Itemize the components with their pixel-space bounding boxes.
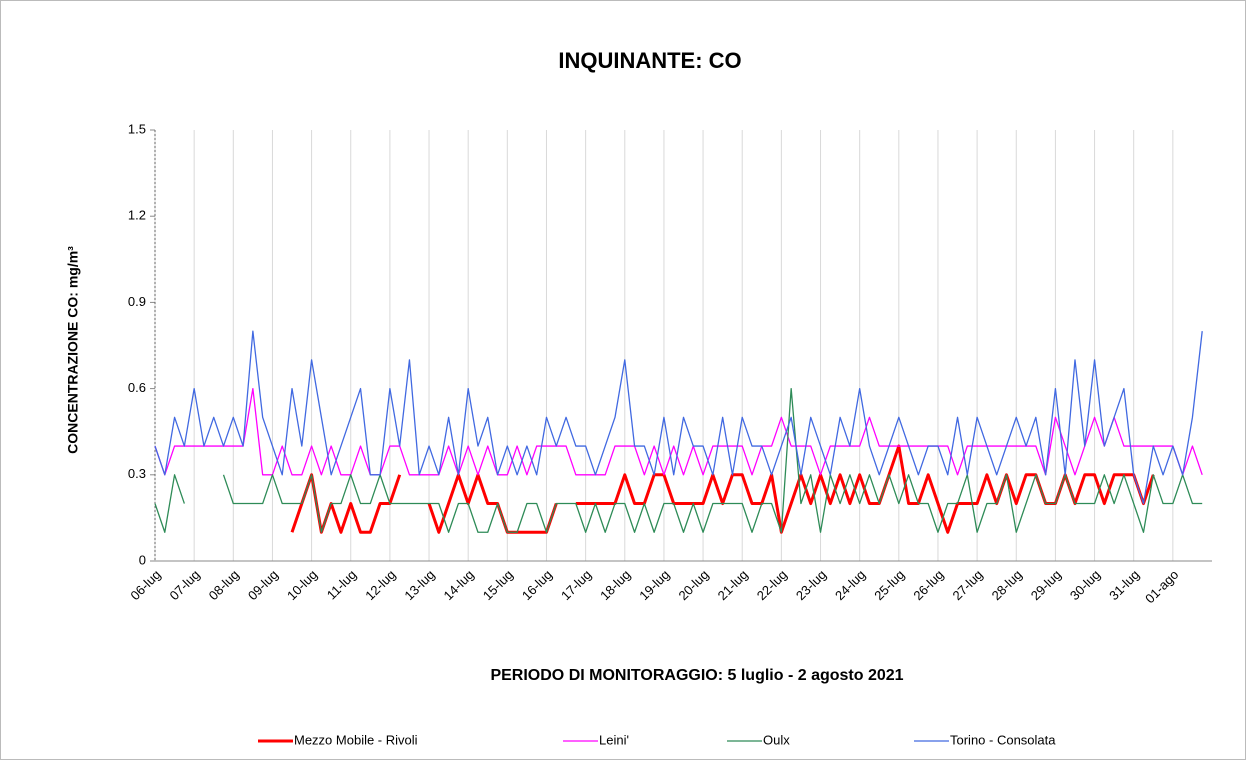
series-line [154,387,1203,533]
y-tick-label: 0.9 [128,294,146,309]
chart-title: INQUINANTE: CO [558,48,741,73]
y-tick-label: 0.3 [128,466,146,481]
legend-label: Torino - Consolata [950,732,1056,747]
legend-label: Mezzo Mobile - Rivoli [294,732,418,747]
legend-label: Oulx [763,732,790,747]
series-line [154,330,1203,505]
legend-label: Leini' [599,732,629,747]
y-tick-label: 0 [139,552,146,567]
y-tick-label: 1.2 [128,208,146,223]
x-axis-label: PERIODO DI MONITORAGGIO: 5 luglio - 2 ag… [490,667,903,684]
series-line [154,387,1203,476]
y-tick-label: 0.6 [128,380,146,395]
y-tick-label: 1.5 [128,121,146,136]
y-axis-label: CONCENTRAZIONE CO: mg/m³ [65,246,81,454]
